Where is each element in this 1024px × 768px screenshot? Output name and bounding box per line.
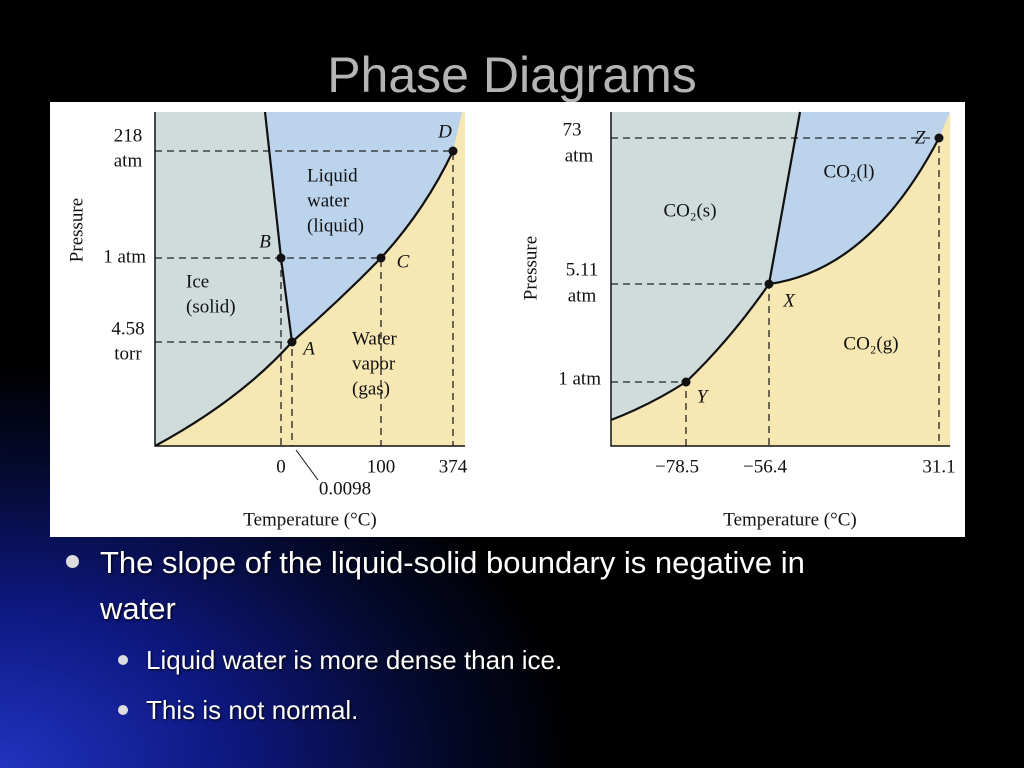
bullet-text: The slope of the liquid-solid boundary i… xyxy=(100,545,805,626)
sub-bullet-text: This is not normal. xyxy=(146,695,359,725)
axes xyxy=(154,112,465,447)
solid-region xyxy=(611,112,800,420)
x-tick-label: 100 xyxy=(367,456,396,477)
y-axis-label: Pressure xyxy=(66,198,87,262)
x-tick-label: −78.5 xyxy=(655,456,699,477)
point xyxy=(276,253,286,263)
region-label: Water xyxy=(352,328,398,349)
sub-bullet-text: Liquid water is more dense than ice. xyxy=(146,645,563,675)
y-tick-label: 1 atm xyxy=(558,368,601,389)
point-label: X xyxy=(782,290,796,311)
x-tick-label: 31.1 xyxy=(922,456,955,477)
x-axis-label: Temperature (°C) xyxy=(723,509,856,530)
leader-line xyxy=(295,449,319,481)
bullet-dot xyxy=(118,655,128,665)
points xyxy=(276,146,458,347)
point xyxy=(681,377,691,387)
melting-curve xyxy=(767,111,802,285)
x-tick-label: 374 xyxy=(439,456,468,477)
phase-curve xyxy=(610,137,940,422)
point xyxy=(934,133,944,143)
region-label: (gas) xyxy=(352,378,390,399)
slide-title: Phase Diagrams xyxy=(327,47,697,103)
y-tick-label: 218 xyxy=(114,125,143,146)
axes xyxy=(610,112,950,447)
y-tick-label: 5.11 xyxy=(566,259,599,280)
region-label: CO₂(l) xyxy=(824,161,875,182)
y-axis-label: Pressure xyxy=(520,236,541,300)
point-label: Y xyxy=(697,386,710,407)
region-label: CO₂(g) xyxy=(843,333,898,354)
y-tick-label: 4.58 xyxy=(111,318,144,339)
point xyxy=(448,146,458,156)
region-label: vapor xyxy=(352,353,396,374)
region-label: (liquid) xyxy=(307,215,364,236)
point-label: D xyxy=(437,121,452,142)
x-tick-label: 0.0098 xyxy=(319,478,371,499)
liquid-region xyxy=(265,112,462,342)
region-label: (solid) xyxy=(186,296,236,317)
x-tick-label: −56.4 xyxy=(743,456,787,477)
points xyxy=(681,133,944,387)
point-label: B xyxy=(259,231,271,252)
point-label: Z xyxy=(915,127,926,148)
point-label: A xyxy=(301,338,315,359)
region-label: water xyxy=(307,190,350,211)
point-label: C xyxy=(397,251,410,272)
region-label: CO₂(s) xyxy=(663,200,716,221)
y-tick-label: 73 xyxy=(563,119,582,140)
bullet-dot xyxy=(118,705,128,715)
y-tick-label: atm xyxy=(114,150,143,171)
y-tick-label: torr xyxy=(114,343,142,364)
point xyxy=(376,253,386,263)
y-tick-label: 1 atm xyxy=(103,246,146,267)
point xyxy=(764,279,774,289)
phase-diagram-figure: Pressure Temperature (°C) 218 atm 1 atm … xyxy=(50,102,965,537)
solid-region xyxy=(155,112,292,446)
region-label: Liquid xyxy=(307,165,358,186)
x-tick-label: 0 xyxy=(276,456,286,477)
y-tick-label: atm xyxy=(565,145,594,166)
vapor-curve xyxy=(154,150,454,447)
y-tick-label: atm xyxy=(568,285,597,306)
bullet-dot xyxy=(66,555,79,568)
liquid-region xyxy=(769,112,950,284)
x-axis-label: Temperature (°C) xyxy=(243,509,376,530)
point xyxy=(287,337,297,347)
region-label: Ice xyxy=(186,271,209,292)
